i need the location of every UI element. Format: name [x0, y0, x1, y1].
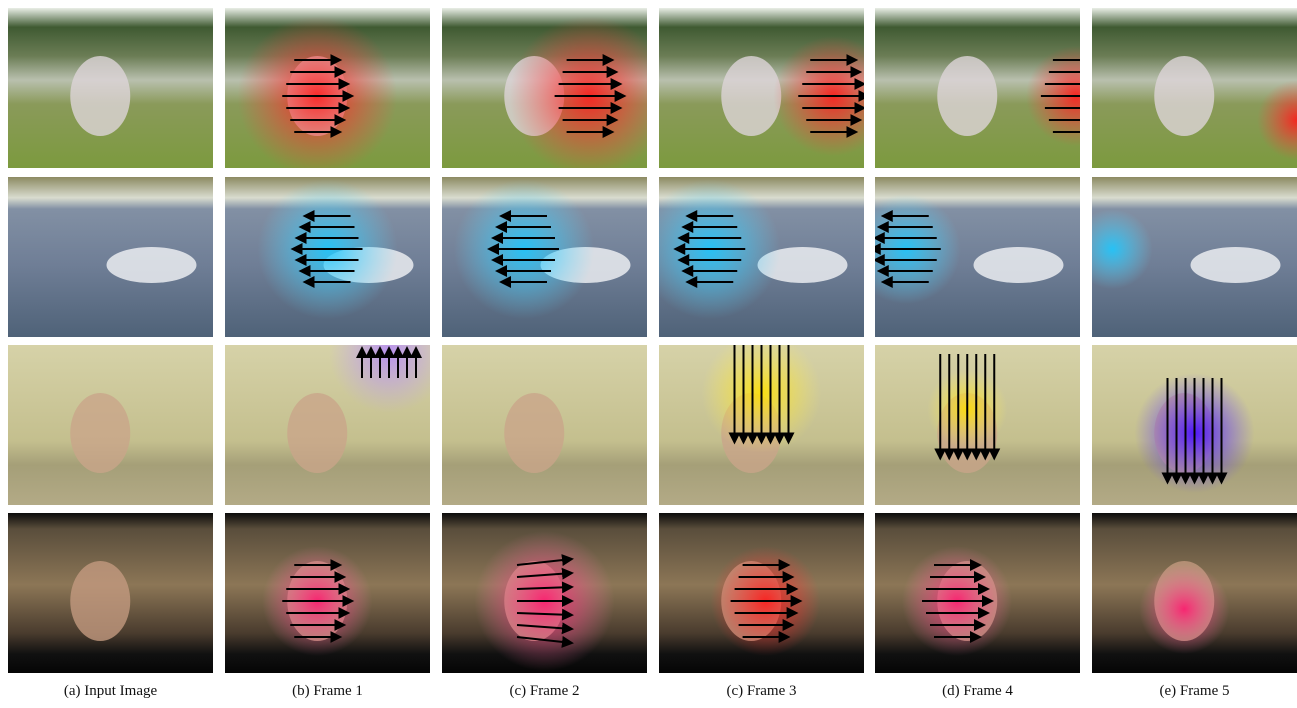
subject — [70, 56, 131, 136]
image-cell — [225, 8, 430, 168]
heat-blob — [1257, 80, 1297, 160]
cell-content — [1092, 513, 1297, 673]
cell-content — [8, 345, 213, 505]
subject — [70, 393, 131, 473]
subject — [937, 56, 998, 136]
subject — [106, 247, 197, 283]
motion-arrow — [516, 581, 574, 594]
cell-content — [659, 177, 864, 337]
cell-content — [225, 345, 430, 505]
cell-content — [1092, 345, 1297, 505]
image-cell — [1092, 513, 1297, 673]
motion-arrow — [516, 635, 574, 648]
heat-blob — [237, 16, 398, 168]
heat-blob — [1139, 564, 1230, 654]
caption: (d) Frame 4 — [942, 683, 1013, 699]
cell-content — [875, 177, 1080, 337]
heat-blob — [1092, 209, 1153, 289]
cell-content — [8, 8, 213, 168]
caption: (c) Frame 2 — [510, 683, 580, 699]
cell-content — [1092, 8, 1297, 168]
image-cell — [8, 345, 213, 505]
image-cell — [8, 177, 213, 337]
motion-arrow — [516, 567, 574, 580]
image-cell — [225, 345, 430, 505]
caption: (e) Frame 5 — [1160, 683, 1230, 699]
cell-content — [225, 8, 430, 168]
image-cell — [659, 513, 864, 673]
image-cell — [1092, 177, 1297, 337]
cell-content — [225, 513, 430, 673]
cell-content — [442, 177, 647, 337]
caption: (a) Input Image — [64, 683, 158, 699]
cell-content — [8, 177, 213, 337]
subject — [70, 561, 131, 641]
image-cell — [875, 513, 1080, 673]
image-cell — [875, 177, 1080, 337]
image-cell — [8, 513, 213, 673]
image-cell — [442, 345, 647, 505]
cell-content — [442, 8, 647, 168]
motion-arrow — [516, 608, 574, 621]
image-cell — [225, 513, 430, 673]
cell-content — [875, 513, 1080, 673]
image-cell — [442, 8, 647, 168]
cell-content — [659, 345, 864, 505]
heat-blob — [329, 345, 430, 413]
image-cell — [1092, 345, 1297, 505]
cell-content — [442, 513, 647, 673]
cell-content — [659, 8, 864, 168]
image-cell — [659, 177, 864, 337]
cell-content — [875, 8, 1080, 168]
cell-content — [659, 513, 864, 673]
image-cell — [659, 8, 864, 168]
image-cell — [442, 513, 647, 673]
caption: (b) Frame 1 — [292, 683, 363, 699]
motion-arrow — [516, 554, 574, 567]
cell-content — [1092, 177, 1297, 337]
image-cell — [8, 8, 213, 168]
image-cell — [659, 345, 864, 505]
cell-content — [225, 177, 430, 337]
image-cell — [875, 8, 1080, 168]
subject — [973, 247, 1064, 283]
motion-arrow — [516, 622, 574, 635]
subject — [504, 393, 565, 473]
subject — [721, 56, 782, 136]
cell-content — [8, 513, 213, 673]
subject — [287, 393, 348, 473]
caption: (c) Frame 3 — [727, 683, 797, 699]
subject — [1154, 56, 1215, 136]
image-cell — [225, 177, 430, 337]
image-cell — [875, 345, 1080, 505]
subject — [1190, 247, 1281, 283]
cell-content — [875, 345, 1080, 505]
subject — [757, 247, 848, 283]
cell-content — [442, 345, 647, 505]
image-cell — [1092, 8, 1297, 168]
image-cell — [442, 177, 647, 337]
